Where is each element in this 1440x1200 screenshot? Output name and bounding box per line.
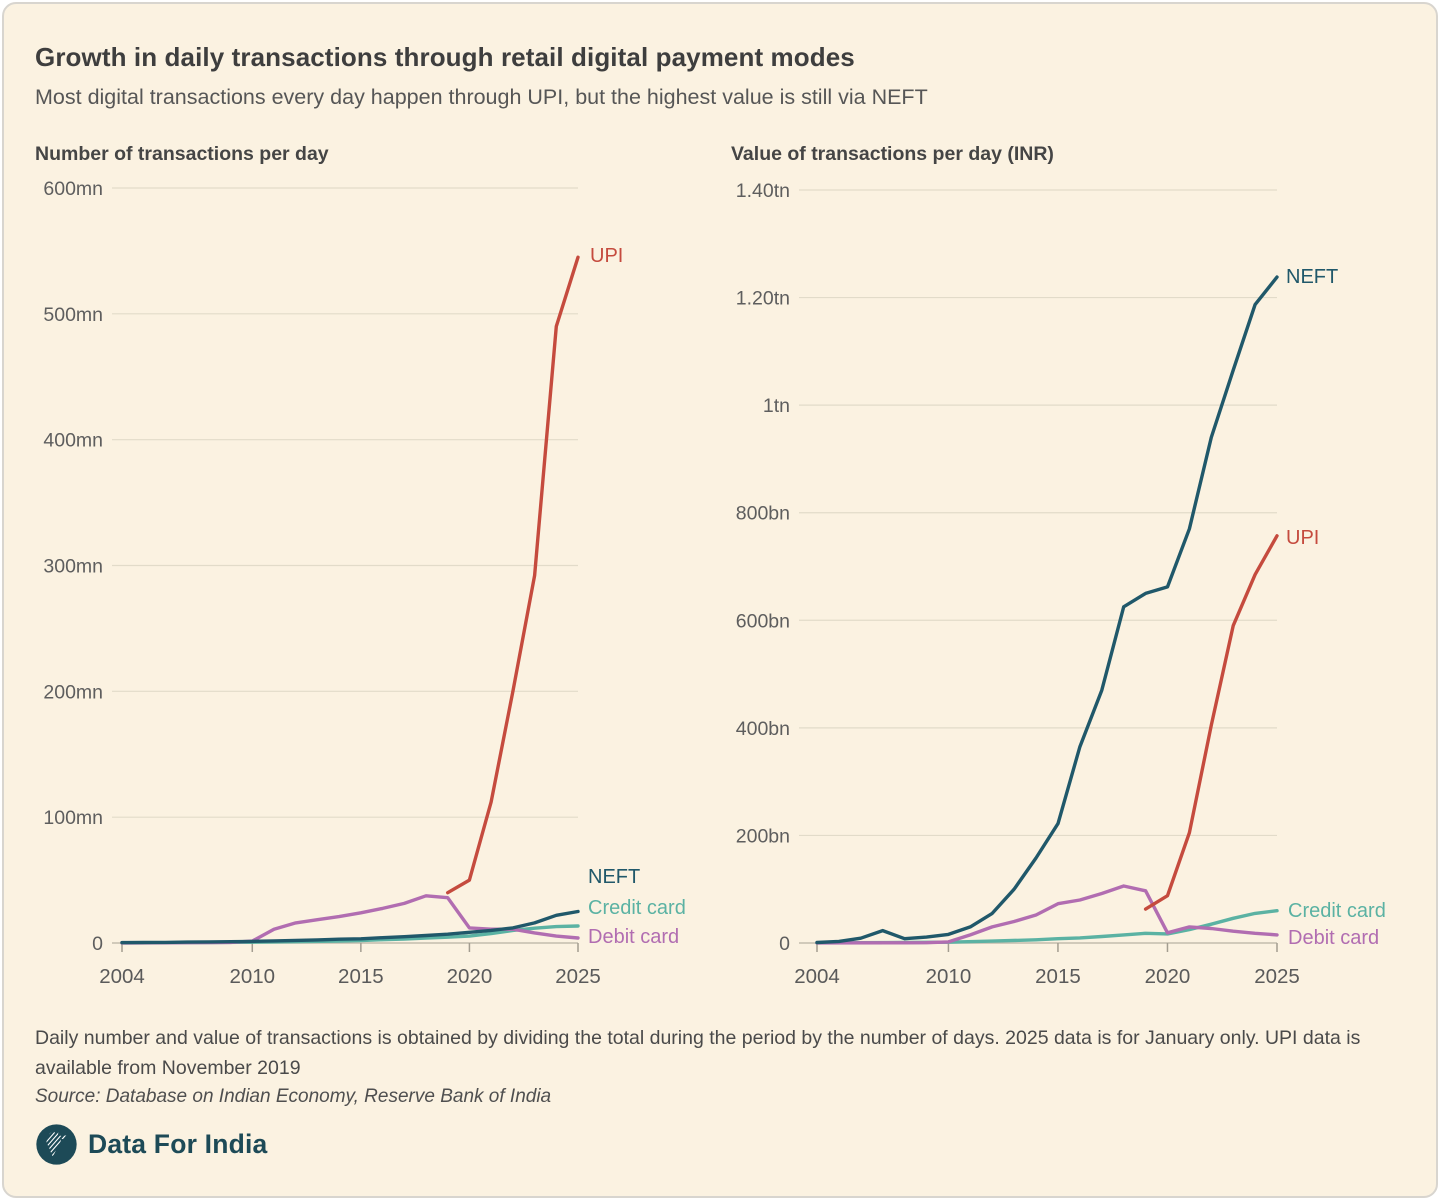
brand-name: Data For India — [88, 1129, 268, 1159]
y-tick-label: 1.20tn — [736, 288, 790, 310]
y-tick-label: 0 — [92, 933, 103, 955]
y-tick-label: 600mn — [43, 178, 103, 200]
y-tick-label: 400mn — [43, 430, 103, 452]
x-tick-label: 2010 — [926, 965, 972, 988]
label-debit-card: Debit card — [588, 926, 679, 948]
y-tick-label: 800bn — [736, 503, 790, 525]
data-for-india-logo-icon — [36, 1123, 77, 1165]
label-upi: UPI — [1286, 527, 1319, 549]
label-debit-card: Debit card — [1288, 927, 1379, 949]
x-tick-label: 2010 — [229, 965, 275, 988]
page-subtitle: Most digital transactions every day happ… — [35, 85, 928, 109]
y-tick-label: 0 — [779, 933, 790, 955]
y-tick-label: 100mn — [43, 807, 103, 829]
label-neft: NEFT — [588, 866, 640, 888]
line-neft — [815, 275, 1279, 945]
y-tick-label: 1tn — [763, 395, 790, 417]
label-credit-card: Credit card — [1288, 900, 1386, 922]
number-of-transactions-chart: 600mn 500mn 400mn 300mn 200mn 100mn 0 2004 2010 2… — [43, 178, 685, 988]
label-upi: UPI — [590, 245, 623, 267]
brand-logo: Data For India — [34, 1121, 267, 1167]
line-upi — [446, 255, 580, 895]
x-tick-label: 2004 — [794, 965, 840, 988]
y-tick-label: 200mn — [43, 681, 103, 703]
footnote: Daily number and value of transactions i… — [35, 1027, 1361, 1079]
x-tick-label: 2020 — [447, 965, 493, 988]
label-credit-card: Credit card — [588, 897, 686, 919]
y-tick-label: 500mn — [43, 304, 103, 326]
y-tick-label: 200bn — [736, 825, 790, 847]
x-tick-label: 2015 — [1035, 965, 1081, 988]
y-tick-label: 400bn — [736, 718, 790, 740]
chart-title-value: Value of transactions per day (INR) — [731, 143, 1054, 165]
y-tick-label: 1.40tn — [736, 180, 790, 202]
x-tick-label: 2015 — [338, 965, 384, 988]
page-title: Growth in daily transactions through ret… — [35, 42, 855, 72]
line-debit-card — [120, 894, 580, 945]
value-of-transactions-chart: 1.40tn 1.20tn 1tn 800bn 600bn 400bn 200bn 02004… — [736, 180, 1386, 988]
line-upi — [1143, 534, 1279, 911]
line-neft — [120, 909, 580, 945]
y-tick-label: 600bn — [736, 610, 790, 632]
line-debit-card — [815, 884, 1279, 945]
x-tick-label: 2020 — [1145, 965, 1191, 988]
source-note: Source: Database on Indian Economy, Rese… — [35, 1086, 552, 1107]
label-neft: NEFT — [1286, 266, 1338, 288]
x-tick-label: 2025 — [555, 965, 601, 988]
chart-title-number: Number of transactions per day — [35, 143, 329, 165]
x-tick-label: 2025 — [1254, 965, 1300, 988]
y-tick-label: 300mn — [43, 556, 103, 578]
x-tick-label: 2004 — [99, 965, 145, 988]
